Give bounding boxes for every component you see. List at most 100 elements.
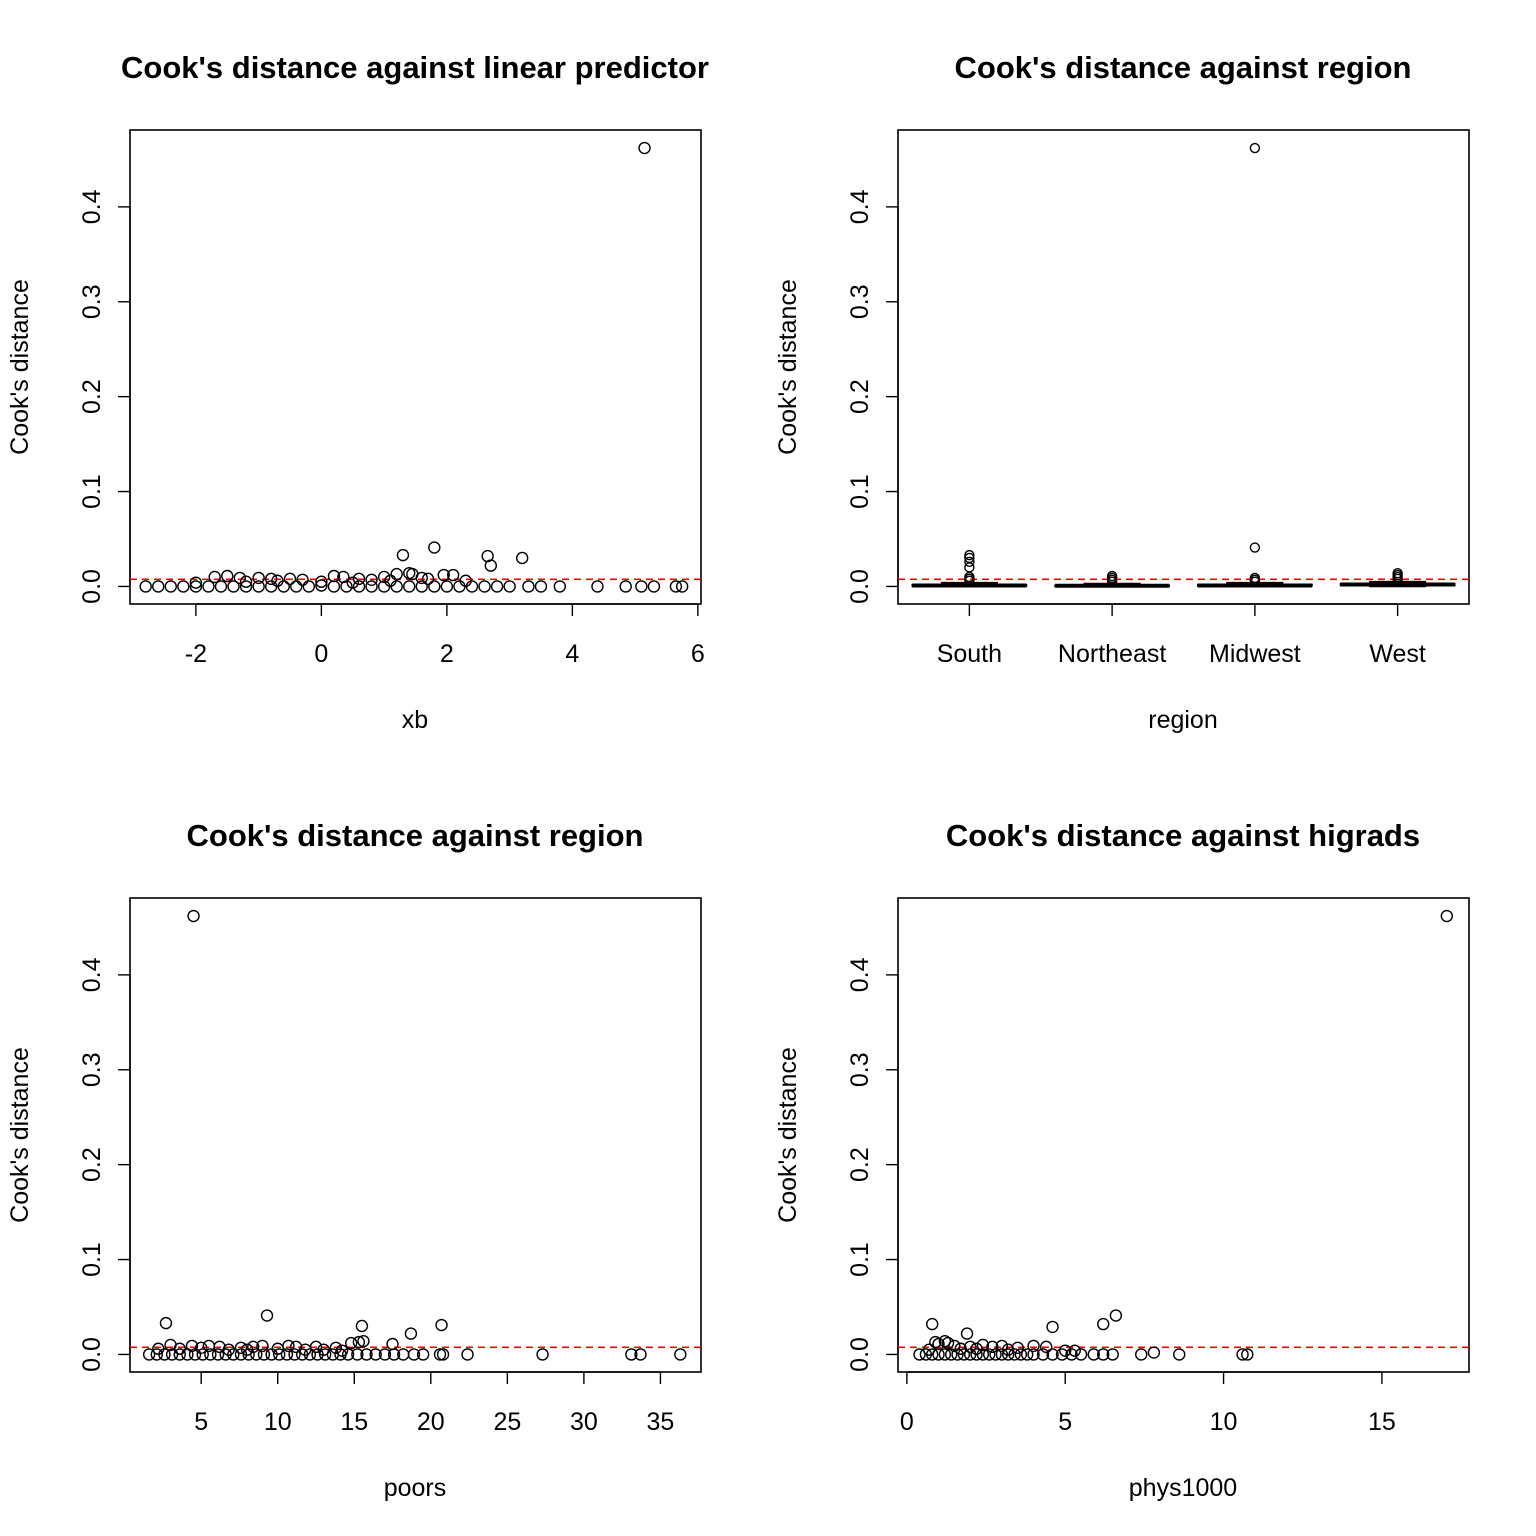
data-point <box>951 1348 964 1361</box>
outlier-point <box>1392 573 1403 585</box>
x-tick-label: 5 <box>194 1408 208 1436</box>
x-tick-label: 10 <box>264 1408 292 1436</box>
panel-region-boxplot: Cook's distance against region region Co… <box>774 50 1470 734</box>
data-point <box>625 1348 638 1361</box>
data-point <box>252 571 265 585</box>
data-point <box>415 571 428 585</box>
data-point <box>926 1348 939 1361</box>
data-point <box>503 580 516 593</box>
data-point <box>164 580 177 593</box>
chart-title: Cook's distance against region <box>955 50 1412 85</box>
box-south <box>911 549 1028 588</box>
data-point <box>213 1340 226 1354</box>
data-point <box>188 1348 202 1361</box>
data-point <box>280 1348 294 1361</box>
data-point <box>995 1348 1009 1361</box>
y-tick-label: 0.1 <box>846 474 874 509</box>
x-axis-label: phys1000 <box>1129 1474 1237 1502</box>
x-tick-label: 0 <box>314 640 328 668</box>
data-point <box>461 1348 474 1361</box>
data-point <box>252 580 265 593</box>
y-axis-label: Cook's distance <box>774 279 802 455</box>
data-point <box>387 1348 401 1361</box>
x-tick-label: South <box>937 640 1002 668</box>
y-tick-label: 0.3 <box>846 284 874 319</box>
data-point <box>315 579 328 592</box>
data-point <box>311 1348 324 1361</box>
data-point <box>404 1327 418 1340</box>
data-point <box>1236 1348 1249 1361</box>
data-point <box>194 1341 208 1355</box>
data-point <box>976 1338 990 1352</box>
data-point <box>929 1335 942 1349</box>
data-point <box>490 580 504 593</box>
data-point <box>995 1339 1009 1353</box>
x-tick-label: 5 <box>1058 1408 1072 1436</box>
data-point <box>365 573 378 587</box>
data-point <box>303 1348 317 1361</box>
data-point <box>208 570 221 584</box>
data-point <box>1147 1346 1161 1359</box>
data-point <box>634 1348 647 1361</box>
y-tick-label: 0.1 <box>78 474 106 509</box>
data-point <box>211 1348 225 1361</box>
data-point <box>221 569 234 583</box>
y-tick-label: 0.1 <box>78 1242 106 1277</box>
outlier-point <box>1106 576 1118 587</box>
x-tick-label: 15 <box>1368 1408 1396 1436</box>
x-axis: -2 0 2 4 6 <box>185 603 705 668</box>
outlier-point <box>964 556 975 567</box>
x-axis: 0 5 10 15 <box>900 1371 1396 1436</box>
x-tick-label: 25 <box>493 1408 521 1436</box>
y-axis: 0.0 0.1 0.2 0.3 0.4 <box>846 957 899 1372</box>
data-point <box>674 1348 687 1361</box>
data-point <box>1002 1348 1015 1361</box>
data-point <box>173 1348 186 1361</box>
data-point <box>1059 1344 1072 1357</box>
data-point <box>938 1334 952 1348</box>
x-axis: 5 10 15 20 25 30 35 <box>194 1371 674 1436</box>
y-tick-label: 0.4 <box>846 189 874 224</box>
data-point <box>619 580 632 593</box>
data-point <box>913 1348 926 1361</box>
data-point <box>976 1348 990 1361</box>
data-point <box>919 1348 933 1361</box>
data-point <box>204 1348 217 1361</box>
data-point <box>941 1336 955 1350</box>
x-axis-label: xb <box>402 706 428 734</box>
data-point <box>635 580 648 593</box>
data-point <box>1097 1317 1110 1331</box>
y-tick-label: 0.1 <box>846 1242 874 1277</box>
data-point <box>536 1348 549 1361</box>
data-point <box>257 1348 271 1361</box>
data-point <box>378 1348 392 1361</box>
data-point <box>465 580 479 593</box>
data-point <box>515 551 529 565</box>
data-point <box>1014 1348 1028 1361</box>
data-point <box>334 1348 347 1361</box>
data-point <box>591 580 604 593</box>
data-point <box>416 1348 430 1361</box>
y-tick-label: 0.0 <box>846 569 874 604</box>
data-point <box>453 580 466 593</box>
data-point <box>403 580 416 593</box>
data-point <box>351 1348 364 1361</box>
data-point <box>187 909 200 923</box>
y-tick-label: 0.3 <box>78 1052 106 1087</box>
data-point <box>396 548 410 562</box>
y-axis-label: Cook's distance <box>774 1047 802 1223</box>
data-point <box>478 580 491 593</box>
data-point <box>428 541 441 554</box>
data-point <box>214 580 228 593</box>
data-point <box>227 580 240 593</box>
data-point <box>341 1348 355 1361</box>
data-point <box>960 1327 974 1340</box>
x-tick-label: 6 <box>691 640 705 668</box>
data-point <box>369 1348 382 1361</box>
data-point <box>983 1348 996 1361</box>
chart-title: Cook's distance against region <box>187 818 644 853</box>
data-point <box>440 580 454 593</box>
data-point <box>360 1348 373 1361</box>
